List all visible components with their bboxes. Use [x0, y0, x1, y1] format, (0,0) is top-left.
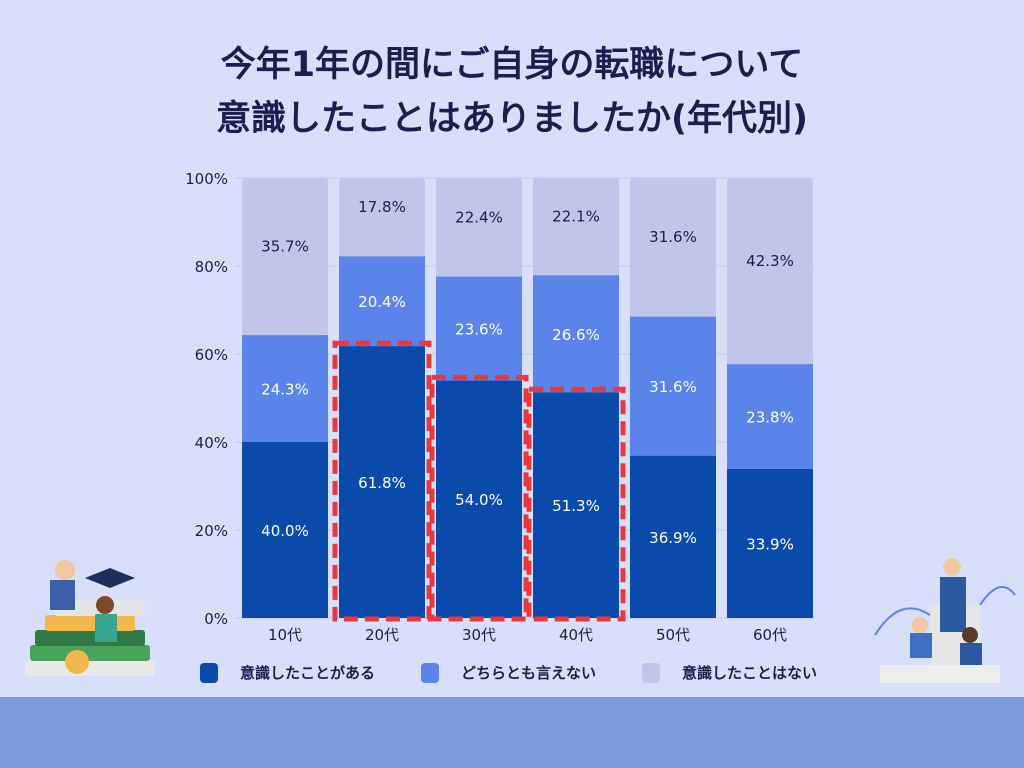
bar-segment [242, 335, 328, 442]
data-label: 42.3% [746, 252, 794, 270]
legend-item: 意識したことがある [200, 662, 375, 683]
data-label: 61.8% [358, 474, 406, 492]
x-tick-label: 50代 [656, 626, 690, 644]
bar-segment [533, 275, 619, 393]
business-people-illustration [874, 558, 1016, 683]
legend-swatch [642, 662, 661, 683]
data-label: 20.4% [358, 293, 406, 311]
bar-segment [339, 346, 425, 618]
y-tick-label: 80% [195, 258, 228, 276]
data-label: 31.6% [649, 228, 697, 246]
legend: 意識したことがある どちらとも言えない 意識したことはない [200, 662, 863, 683]
data-label: 31.6% [649, 378, 697, 396]
x-tick-label: 20代 [365, 626, 399, 644]
legend-label: 意識したことがある [240, 664, 376, 682]
bar-segment [436, 276, 522, 381]
legend-label: 意識したことはない [682, 664, 818, 682]
bar-segment [630, 316, 716, 456]
y-tick-label: 40% [195, 434, 228, 452]
data-label: 17.8% [358, 198, 406, 216]
x-tick-label: 60代 [753, 626, 787, 644]
data-label: 23.8% [746, 408, 794, 426]
data-label: 24.3% [261, 381, 309, 399]
data-label: 26.6% [552, 326, 600, 344]
y-tick-label: 60% [195, 346, 228, 364]
title-line-1: 今年1年の間にご自身の転職について [220, 45, 804, 85]
bar-segment [436, 380, 522, 618]
x-tick-label: 40代 [559, 626, 593, 644]
highlight-outline [332, 340, 432, 622]
bar-segment [630, 455, 716, 618]
bar-segment [242, 442, 328, 618]
highlight-outline [526, 386, 626, 622]
x-tick-label: 10代 [268, 626, 302, 644]
y-tick-label: 20% [195, 522, 228, 540]
bar-segment [436, 178, 522, 277]
data-label: 35.7% [261, 238, 309, 256]
data-label: 36.9% [649, 529, 697, 547]
y-tick-label: 100% [185, 170, 228, 188]
legend-item: 意識したことはない [642, 662, 817, 683]
legend-item: どちらとも言えない [421, 662, 596, 683]
data-label: 33.9% [746, 535, 794, 553]
bar-segment [533, 392, 619, 618]
chart-title: 今年1年の間にご自身の転職について 意識したことはありましたか(年代別) [0, 38, 1024, 146]
title-line-2: 意識したことはありましたか(年代別) [216, 99, 808, 139]
data-label: 22.4% [455, 208, 503, 226]
legend-swatch [200, 662, 218, 683]
bar-segment [339, 178, 425, 257]
bar-segment [242, 178, 328, 336]
stacked-bar-chart: 0% 20% 40% 60% 80% 100% 40.0% 24.3% 35.7% 10代 61.8… [185, 170, 815, 644]
legend-label: どちらとも言えない [461, 664, 597, 682]
bar-segment [533, 178, 619, 276]
bar-segment [630, 177, 716, 317]
data-label: 40.0% [261, 522, 309, 540]
data-label: 54.0% [455, 491, 503, 509]
highlight-outline [429, 374, 529, 622]
footer-band [0, 697, 1024, 768]
legend-swatch [421, 662, 440, 683]
bar-segment [727, 178, 813, 365]
data-label: 22.1% [552, 208, 600, 226]
bar-segment [339, 256, 425, 347]
bar-segment [727, 468, 813, 618]
bar-segment [727, 364, 813, 469]
data-label: 23.6% [455, 320, 503, 338]
data-label: 51.3% [552, 497, 600, 515]
students-illustration [25, 560, 155, 676]
x-tick-label: 30代 [462, 626, 496, 644]
y-tick-label: 0% [204, 610, 228, 628]
